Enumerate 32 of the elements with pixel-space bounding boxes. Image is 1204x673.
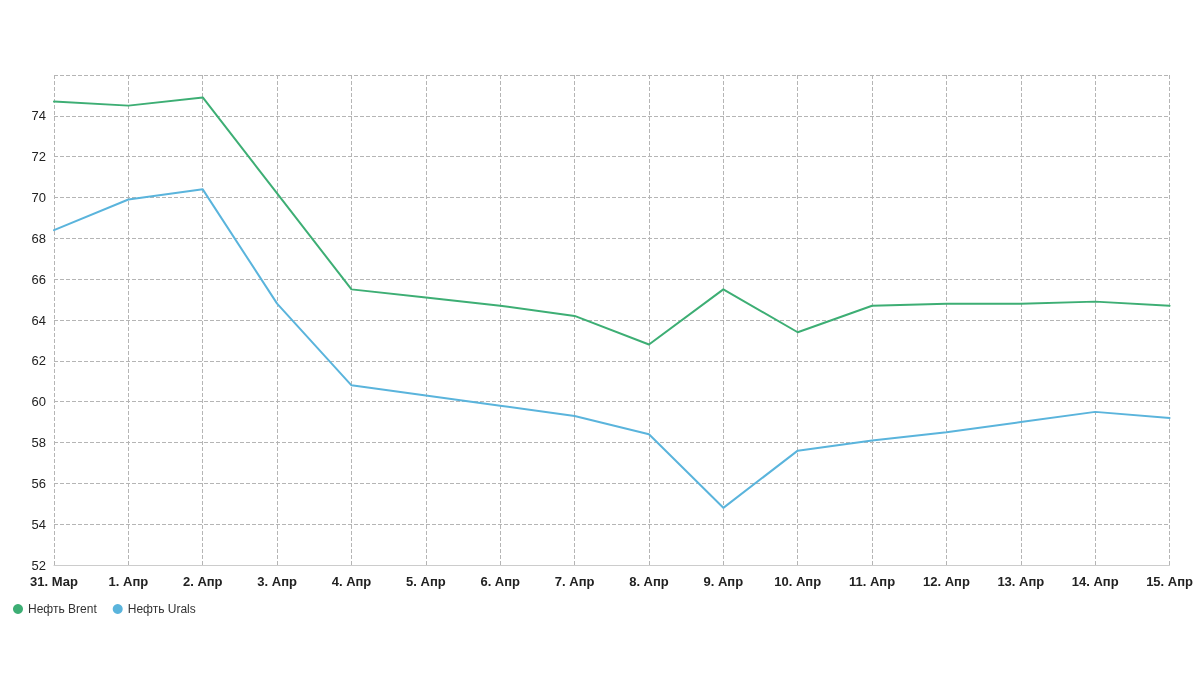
- y-tick-label: 60: [31, 394, 46, 410]
- x-tick-label: 11. Апр: [849, 574, 896, 589]
- x-tick-label: 7. Апр: [554, 574, 595, 589]
- x-tick-label: 13. Апр: [997, 574, 1045, 589]
- line-series: [53, 96, 1171, 346]
- legend-label: Нефть Brent: [28, 602, 98, 616]
- x-tick-label: 14. Апр: [1071, 574, 1119, 589]
- x-tick-label: 6. Апр: [480, 574, 521, 589]
- y-tick-label: 54: [31, 516, 46, 532]
- x-tick-label: 15. Апр: [1146, 574, 1194, 589]
- x-tick-label: 10. Апр: [774, 574, 822, 589]
- x-tick-label: 4. Апр: [331, 574, 372, 589]
- legend-label: Нефть Urals: [127, 602, 196, 616]
- x-tick-label: 12. Апр: [923, 574, 970, 589]
- y-tick-label: 70: [31, 190, 46, 205]
- y-tick-label: 66: [31, 271, 46, 287]
- y-tick-label: 62: [31, 353, 46, 369]
- x-tick-label: 8. Апр: [629, 574, 669, 589]
- x-tick-label: 5. Апр: [406, 574, 446, 589]
- line-series: [53, 188, 1171, 509]
- y-tick-label: 68: [31, 230, 46, 246]
- y-tick-label: 72: [31, 149, 46, 165]
- x-tick-label: 9. Апр: [703, 574, 744, 589]
- x-tick-label: 1. Апр: [108, 574, 149, 589]
- x-tick-label: 31. Мар: [30, 574, 78, 589]
- x-tick-label: 3. Апр: [257, 574, 297, 589]
- y-tick-label: 64: [31, 312, 46, 328]
- y-tick-label: 52: [31, 557, 46, 573]
- y-tick-label: 74: [31, 108, 46, 124]
- y-tick-label: 58: [31, 435, 46, 450]
- x-tick-label: 2. Апр: [182, 574, 223, 589]
- y-tick-label: 56: [31, 475, 46, 491]
